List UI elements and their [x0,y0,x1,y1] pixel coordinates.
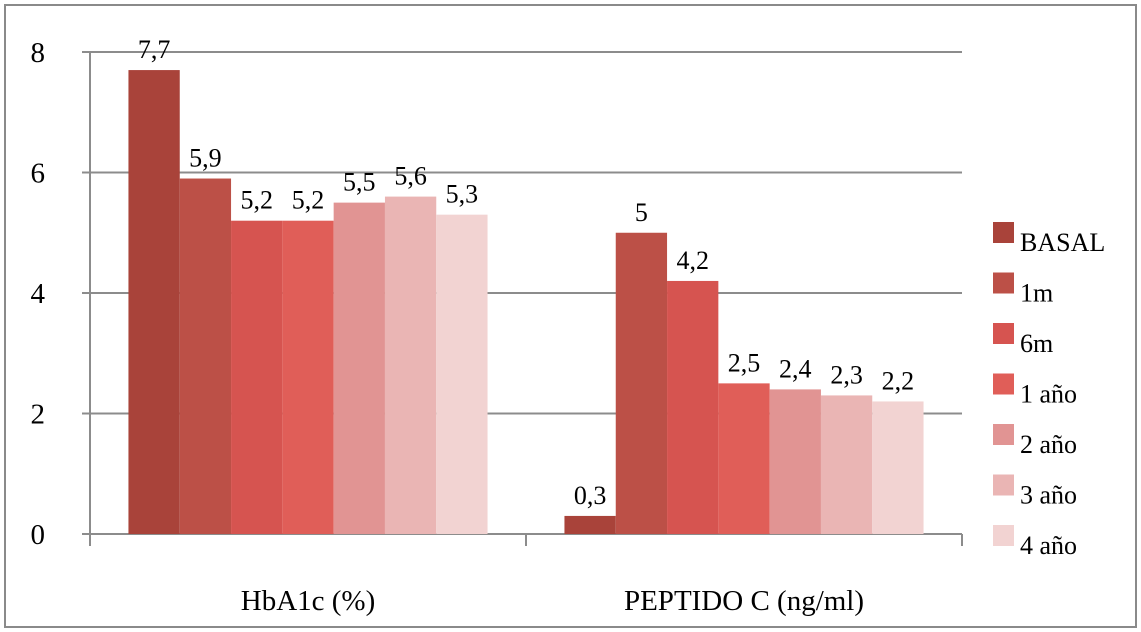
y-tick-label: 4 [31,278,46,310]
data-label: 2,3 [830,360,863,389]
data-label: 0,3 [574,481,607,510]
bar [231,220,283,534]
legend-swatch [993,373,1014,395]
data-label: 7,7 [138,35,171,64]
y-tick-label: 6 [31,158,46,190]
y-tick-label: 0 [31,519,46,551]
data-label: 4,2 [676,246,709,275]
bar [282,220,334,534]
bar [615,232,668,534]
data-label: 2,5 [728,348,761,377]
data-label: 2,4 [779,354,812,383]
legend-swatch [993,272,1014,294]
data-label: 5,2 [240,186,273,215]
legend-swatch [993,525,1014,546]
data-label: 2,2 [882,366,915,395]
legend-label: 1m [1020,279,1053,308]
data-label: 5,6 [394,162,427,191]
y-tick-label: 8 [31,37,46,69]
bar [333,202,385,534]
legend-swatch [993,222,1014,243]
x-category-label: PEPTIDO C (ng/ml) [624,585,864,617]
bar [769,389,821,534]
bar [872,401,924,534]
data-label: 5,2 [292,186,325,215]
x-category-label: HbA1c (%) [241,585,375,617]
bar [128,70,180,534]
legend-swatch [993,474,1014,496]
legend-label: 4 año [1020,531,1077,560]
legend-swatch [993,424,1014,445]
bar [718,383,770,534]
data-label: 5,9 [189,144,222,173]
data-label: 5,3 [446,180,479,209]
bar [564,515,616,534]
legend-label: 3 año [1020,481,1077,510]
legend-label: BASAL [1020,228,1105,257]
bar [436,214,488,535]
bar [384,196,437,534]
data-label: 5,5 [343,168,376,197]
bar [667,280,719,534]
legend-swatch [993,323,1014,344]
data-label: 5 [635,198,648,227]
legend-label: 6m [1020,329,1053,358]
legend-label: 1 año [1020,380,1077,409]
legend-label: 2 año [1020,430,1077,459]
bar [820,395,873,534]
bar [179,178,232,534]
y-tick-label: 2 [31,399,46,431]
